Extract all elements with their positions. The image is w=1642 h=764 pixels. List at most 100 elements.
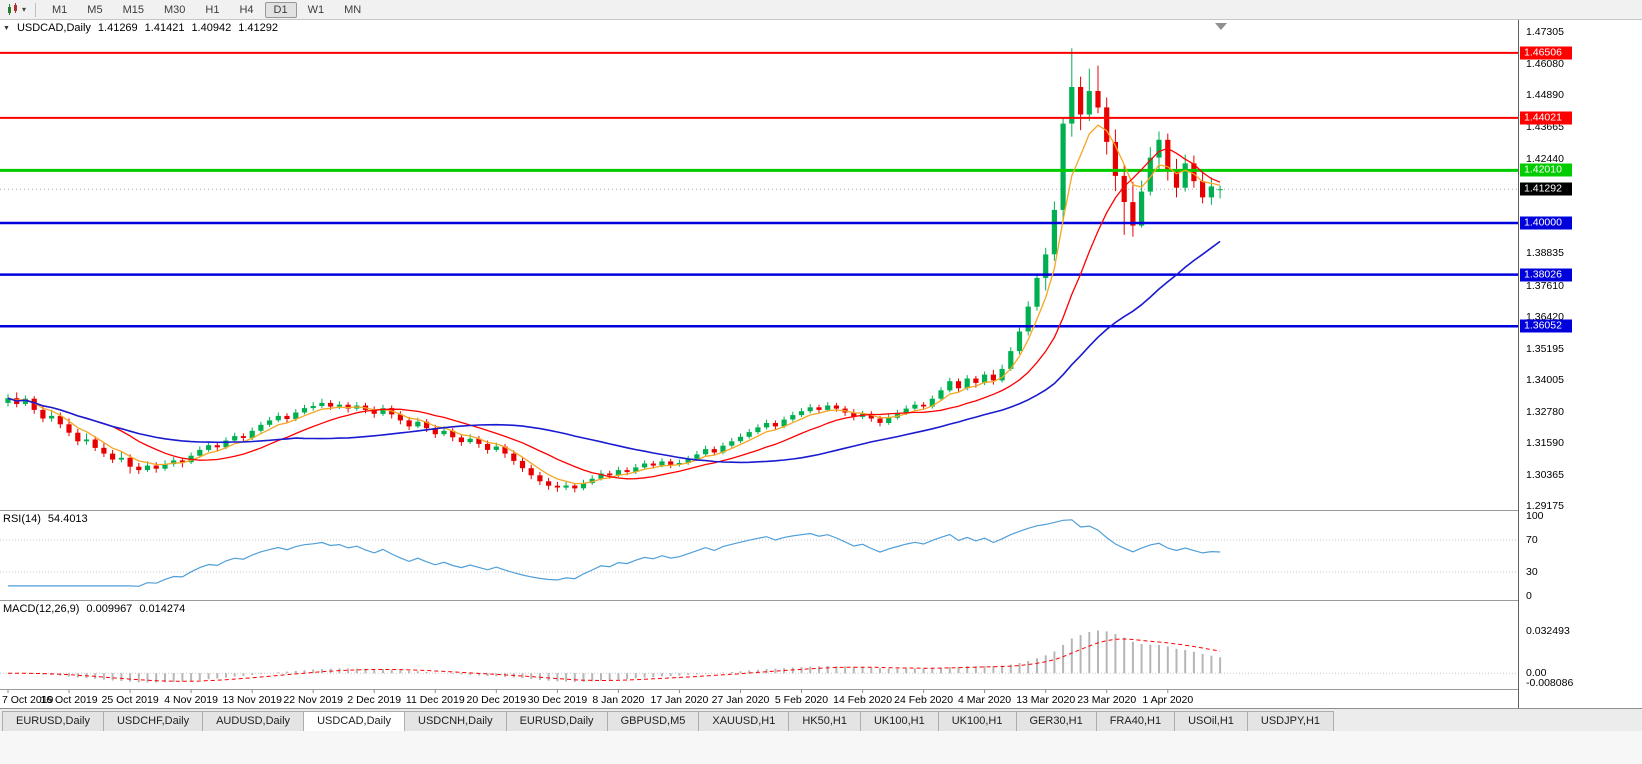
timeframe-button-m5[interactable]: M5 bbox=[87, 3, 103, 16]
price-axis[interactable]: 1.47305 1.46080 1.44890 1.43665 1.42440 1.388… bbox=[1518, 20, 1642, 708]
ohlc-open: 1.41269 bbox=[97, 22, 138, 34]
chart-tab-5[interactable]: EURUSD,Daily bbox=[505, 711, 608, 731]
chart-tab-12[interactable]: FRA40,H1 bbox=[1095, 711, 1176, 731]
timeframe-button-m1[interactable]: M1 bbox=[52, 3, 68, 16]
chart-type-button[interactable]: ▾ bbox=[3, 2, 29, 17]
macd-tick: 0.032493 bbox=[1526, 624, 1570, 637]
price-label-1.42010: 1.42010 bbox=[1520, 163, 1572, 177]
timeframe-button-m15[interactable]: M15 bbox=[122, 3, 144, 16]
ma-fast-line bbox=[7, 124, 1221, 485]
price-tick: 1.30365 bbox=[1526, 468, 1564, 481]
price-label-1.38026: 1.38026 bbox=[1520, 268, 1572, 282]
price-tick: 1.42440 bbox=[1526, 153, 1564, 166]
rsi-tick: 0 bbox=[1526, 590, 1532, 602]
macd-svg[interactable] bbox=[0, 601, 1518, 689]
chart-tab-9[interactable]: UK100,H1 bbox=[859, 711, 939, 731]
time-label: 5 Feb 2020 bbox=[775, 694, 828, 706]
chart-tab-10[interactable]: UK100,H1 bbox=[937, 711, 1017, 731]
timeframe-button-w1[interactable]: W1 bbox=[307, 3, 325, 16]
plot-area: ▼ USDCAD,Daily 1.41269 1.41421 1.40942 1… bbox=[0, 20, 1518, 708]
time-label: 17 Jan 2020 bbox=[650, 694, 708, 706]
macd-tick: 0.00 bbox=[1526, 667, 1547, 680]
price-tick: 1.37610 bbox=[1526, 279, 1564, 292]
price-label-1.36052: 1.36052 bbox=[1520, 319, 1572, 333]
chart-tab-3[interactable]: USDCAD,Daily bbox=[303, 711, 406, 731]
price-tick: 1.38835 bbox=[1526, 247, 1564, 260]
timeframe-button-h4[interactable]: H4 bbox=[239, 3, 254, 16]
rsi-value: 54.4013 bbox=[47, 513, 88, 525]
price-label-1.44021: 1.44021 bbox=[1520, 111, 1572, 125]
collapse-arrow-icon[interactable]: ▼ bbox=[3, 24, 10, 32]
rsi-tick: 100 bbox=[1526, 510, 1544, 522]
macd-value-signal: 0.014274 bbox=[139, 603, 186, 615]
current-price-label: 1.41292 bbox=[1520, 182, 1572, 196]
ohlc-low: 1.40942 bbox=[191, 22, 232, 34]
macd-histogram bbox=[15, 630, 1222, 683]
time-label: 4 Mar 2020 bbox=[958, 694, 1011, 706]
chart-window: ▼ USDCAD,Daily 1.41269 1.41421 1.40942 1… bbox=[0, 20, 1642, 708]
chart-tab-2[interactable]: AUDUSD,Daily bbox=[202, 711, 305, 731]
macd-signal-line bbox=[8, 638, 1221, 682]
time-label: 23 Mar 2020 bbox=[1077, 694, 1136, 706]
timeframe-button-mn[interactable]: MN bbox=[344, 3, 362, 16]
chart-tab-7[interactable]: XAUUSD,H1 bbox=[698, 711, 790, 731]
price-tick: 1.36420 bbox=[1526, 310, 1564, 323]
time-label: 30 Dec 2019 bbox=[528, 694, 588, 706]
main-chart-svg[interactable] bbox=[0, 20, 1518, 510]
price-label-1.46506: 1.46506 bbox=[1520, 46, 1572, 60]
timeframe-button-m30[interactable]: M30 bbox=[163, 3, 186, 16]
ohlc-close: 1.41292 bbox=[238, 22, 278, 34]
candlestick-chart-icon bbox=[8, 3, 17, 15]
time-label: 8 Jan 2020 bbox=[592, 694, 644, 706]
macd-tick: -0.008086 bbox=[1526, 676, 1574, 689]
chart-tab-11[interactable]: GER30,H1 bbox=[1015, 711, 1097, 731]
time-label: 4 Nov 2019 bbox=[164, 694, 218, 706]
price-tick: 1.32780 bbox=[1526, 405, 1564, 418]
chart-tab-1[interactable]: USDCHF,Daily bbox=[102, 711, 204, 731]
rsi-tick: 70 bbox=[1526, 534, 1538, 546]
time-label: 22 Nov 2019 bbox=[283, 694, 343, 706]
time-label: 27 Jan 2020 bbox=[712, 694, 770, 706]
time-label: 7 Oct 2019 bbox=[2, 694, 54, 706]
rsi-svg[interactable] bbox=[0, 511, 1518, 600]
macd-label: MACD(12,26,9) 0.009967 0.014274 bbox=[3, 603, 185, 615]
timeframe-button-h1[interactable]: H1 bbox=[205, 3, 220, 16]
macd-name: MACD(12,26,9) bbox=[3, 603, 80, 615]
chart-tab-bar: EURUSD,Daily USDCHF,Daily AUDUSD,Daily USDC… bbox=[0, 708, 1642, 731]
rsi-label: RSI(14) 54.4013 bbox=[3, 513, 88, 525]
chart-tab-14[interactable]: USDJPY,H1 bbox=[1246, 711, 1335, 731]
chart-tab-8[interactable]: HK50,H1 bbox=[788, 711, 861, 731]
bottom-strip bbox=[0, 731, 1642, 764]
price-tick: 1.35195 bbox=[1526, 342, 1564, 355]
rsi-tick: 30 bbox=[1526, 566, 1538, 578]
rsi-line bbox=[8, 519, 1221, 587]
time-label: 13 Mar 2020 bbox=[1016, 694, 1075, 706]
macd-value-main: 0.009967 bbox=[86, 603, 133, 615]
timeframe-button-d1[interactable]: D1 bbox=[264, 1, 297, 18]
ma-slow-line bbox=[7, 240, 1221, 464]
price-tick: 1.34005 bbox=[1526, 373, 1564, 386]
chart-tab-13[interactable]: USOil,H1 bbox=[1174, 711, 1248, 731]
time-label: 24 Feb 2020 bbox=[894, 694, 953, 706]
chart-tab-0[interactable]: EURUSD,Daily bbox=[2, 711, 104, 731]
chart-shift-marker-icon[interactable] bbox=[1215, 23, 1227, 30]
price-tick: 1.47305 bbox=[1526, 26, 1564, 38]
time-axis[interactable]: 7 Oct 2019 16 Oct 2019 25 Oct 2019 4 Nov 20… bbox=[0, 690, 1518, 708]
price-tick: 1.46080 bbox=[1526, 58, 1564, 70]
time-label: 20 Dec 2019 bbox=[467, 694, 527, 706]
price-tick: 1.44890 bbox=[1526, 89, 1564, 102]
time-label: 25 Oct 2019 bbox=[101, 694, 158, 706]
time-label: 14 Feb 2020 bbox=[833, 694, 892, 706]
toolbar-separator bbox=[35, 2, 37, 17]
top-toolbar: ▾ M1 M5 M15 M30 H1 H4 D1 W1 MN bbox=[0, 0, 1642, 20]
chart-tab-4[interactable]: USDCNH,Daily bbox=[404, 711, 507, 731]
chart-tab-6[interactable]: GBPUSD,M5 bbox=[606, 711, 700, 731]
time-label: 11 Dec 2019 bbox=[406, 694, 465, 706]
price-tick: 1.31590 bbox=[1526, 436, 1564, 449]
timeframe-toolbar: M1 M5 M15 M30 H1 H4 D1 W1 MN bbox=[42, 1, 371, 18]
price-tick: 1.29175 bbox=[1526, 500, 1564, 512]
time-label: 16 Oct 2019 bbox=[40, 694, 97, 706]
ohlc-high: 1.41421 bbox=[144, 22, 185, 34]
price-label-1.40000: 1.40000 bbox=[1520, 216, 1572, 230]
